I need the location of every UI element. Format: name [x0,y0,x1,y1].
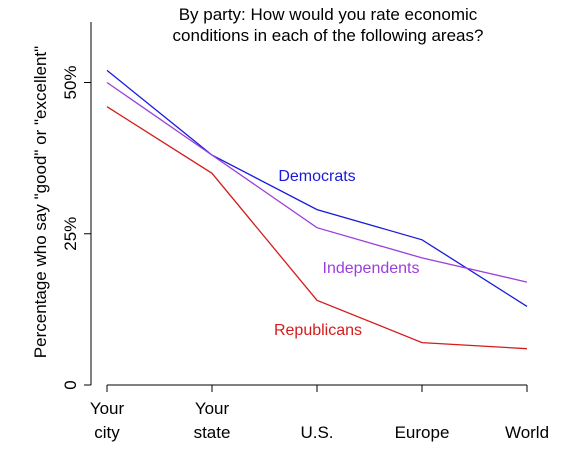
x-axis: Your city Your state U.S. Europe World [90,384,549,442]
y-axis: 0 25% 50% [61,22,92,390]
series-line-democrats [106,69,528,307]
series-label-republicans: Republicans [274,322,362,339]
x-tick-label-world: World [505,423,549,442]
chart-title: By party: How would you rate economic co… [173,5,484,45]
x-tick-label-europe: Europe [395,423,450,442]
x-tick-label-your-state: Your state [194,399,231,442]
y-axis-label: Percentage who say "good" or "excellent" [31,46,50,358]
series-label-independents: Independents [323,260,420,277]
series-labels: Democrats Independents Republicans [274,168,420,339]
x-tick-label-your-city: Your city [90,399,125,442]
chart-title-line-2: conditions in each of the following area… [173,26,484,45]
series-line-independents [106,81,528,283]
chart-title-line-1: By party: How would you rate economic [179,5,478,24]
series-label-democrats: Democrats [278,168,355,185]
x-tick-label-u-s: U.S. [300,423,333,442]
series-group [106,69,528,350]
y-tick-label: 0 [61,380,80,389]
y-tick-label: 50% [61,65,80,99]
series-line-republicans [106,106,528,350]
y-tick-label: 25% [61,217,80,251]
